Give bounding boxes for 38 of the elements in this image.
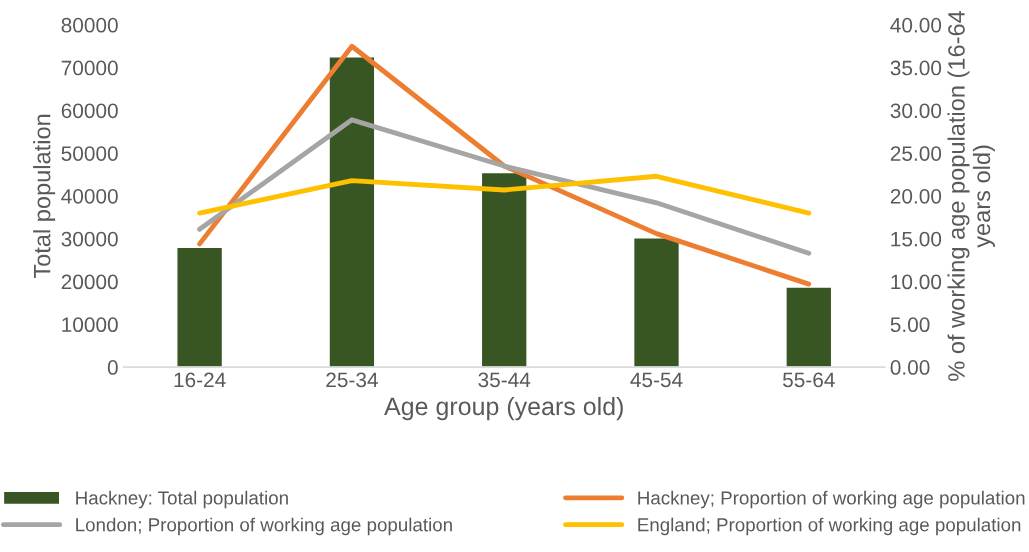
y-tick-label: 60000: [61, 103, 118, 119]
y-tick-label: 50000: [61, 146, 118, 161]
line-series: [197, 173, 812, 216]
y2-tick-label: 25.00: [890, 146, 942, 161]
bar: [785, 286, 833, 368]
line-series: [197, 43, 812, 287]
y-axis-title: Total population: [33, 114, 56, 279]
x-tick-label: 25-34: [326, 372, 378, 388]
y2-tick-label: 10.00: [891, 274, 942, 290]
x-tick-label: 16-24: [174, 372, 226, 388]
y-tick-label: 20000: [61, 274, 118, 290]
legend-label: London; Proportion of working age population: [76, 517, 452, 536]
y-tick-label: 80000: [61, 17, 118, 33]
legend-label: Hackney; Proportion of working age population: [638, 490, 1025, 509]
y2-axis-title: % of working age population (16-64 years old): [947, 10, 995, 381]
y-tick-label: 40000: [61, 188, 118, 204]
x-tick-label: 35-44: [478, 372, 531, 388]
y2-tick-label: 35.00: [890, 60, 942, 76]
line-series: [197, 117, 812, 256]
legend-label: England; Proportion of working age population: [638, 517, 1021, 536]
y2-tick-label: 30.00: [890, 103, 942, 119]
bar: [176, 246, 224, 368]
y-tick-label: 0: [107, 360, 118, 375]
y-tick-label: 10000: [62, 317, 118, 333]
x-tick-label: 55-64: [782, 372, 835, 388]
y-tick-label: 30000: [61, 231, 118, 247]
bar: [328, 56, 376, 368]
x-axis-title: Age group (years old): [384, 396, 623, 421]
x-tick-label: 45-54: [630, 372, 683, 388]
y2-tick-label: 40.00: [890, 17, 942, 33]
legend-label: Hackney: Total population: [76, 490, 288, 509]
y-tick-label: 70000: [61, 60, 118, 76]
y2-tick-label: 0.00: [890, 360, 930, 375]
bar: [480, 171, 528, 368]
y2-tick-label: 5.00: [890, 317, 930, 333]
y2-tick-label: 15.00: [891, 231, 942, 247]
y2-tick-label: 20.00: [890, 188, 942, 204]
bar: [632, 237, 681, 368]
